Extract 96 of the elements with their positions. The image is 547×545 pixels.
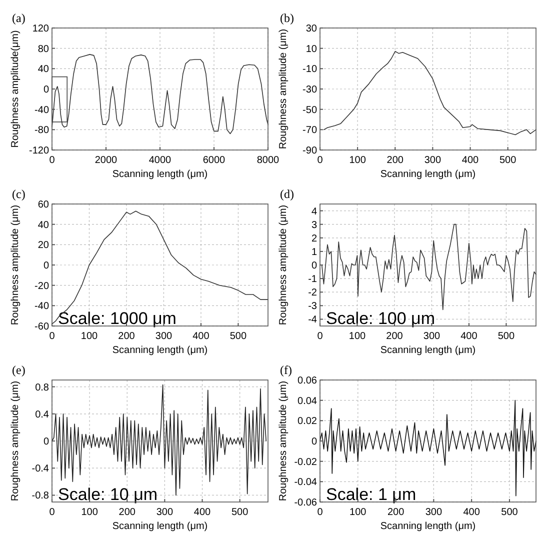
y-tick-label: -1 (308, 274, 318, 286)
y-tick-label: 120 (32, 24, 50, 34)
x-tick-label: 200 (386, 331, 404, 342)
x-tick-label: 400 (194, 507, 212, 518)
x-axis-title: Scanning length (μm) (380, 521, 476, 532)
x-tick-label: 500 (498, 331, 515, 342)
y-tick-label: 0 (43, 260, 50, 272)
y-axis-title: Roughness amplitude (μm) (278, 380, 289, 502)
chart-title: (f) (280, 363, 292, 377)
line-series (52, 54, 268, 134)
y-tick-label: 4 (311, 206, 318, 218)
y-tick-label: -3 (308, 301, 318, 312)
y-tick-label: 0 (43, 84, 50, 96)
y-tick-label: 2 (311, 233, 318, 244)
x-tick-label: 100 (81, 507, 98, 518)
y-tick-label: 10 (306, 44, 318, 55)
y-tick-label: -0.02 (294, 456, 318, 468)
y-tick-label: -40 (34, 104, 50, 116)
chart-title: (b) (280, 11, 294, 25)
y-tick-label: 40 (38, 64, 50, 76)
x-tick-label: 300 (424, 155, 442, 166)
y-tick-label: -20 (34, 280, 50, 292)
annotation: Scale: 10 μm (58, 485, 158, 504)
x-tick-label: 400 (462, 155, 480, 166)
y-tick-label: -90 (302, 146, 318, 156)
line-series (320, 224, 536, 310)
annotation: Scale: 100 μm (326, 309, 436, 328)
x-tick-label: 4000 (148, 155, 172, 166)
x-tick-label: 400 (460, 331, 478, 342)
x-tick-label: 300 (156, 507, 174, 518)
y-tick-label: 1 (311, 246, 318, 258)
x-axis-title: Scanning length (μm) (380, 169, 476, 180)
chart-title: (d) (280, 187, 294, 201)
x-tick-label: 400 (463, 507, 480, 518)
y-axis-title: Roughness amplitude(μm) (10, 30, 21, 148)
x-tick-label: 100 (349, 155, 366, 166)
x-axis-title: Scanning length (μm) (112, 345, 208, 356)
y-tick-label: -10 (302, 64, 318, 76)
chart-title: (e) (12, 363, 26, 377)
y-tick-label: -70 (302, 125, 318, 136)
y-tick-label: -2 (308, 288, 318, 299)
chart-title: (c) (12, 187, 26, 201)
y-tick-label: -30 (302, 84, 318, 96)
x-tick-label: 500 (231, 507, 249, 518)
x-tick-label: 500 (230, 331, 247, 342)
y-tick-label: -40 (34, 301, 50, 312)
y-tick-label: 0.4 (35, 409, 50, 420)
x-tick-label: 8000 (256, 155, 280, 166)
y-tick-label: -60 (34, 322, 50, 332)
y-tick-label: 0.06 (298, 376, 318, 386)
y-tick-label: 20 (38, 240, 50, 252)
y-tick-label: -0.06 (294, 498, 318, 508)
x-tick-label: 2000 (94, 155, 118, 166)
y-tick-label: -0.04 (294, 477, 318, 488)
y-tick-label: 0.8 (35, 382, 50, 394)
y-tick-label: 30 (306, 24, 318, 34)
x-tick-label: 200 (386, 155, 404, 166)
y-tick-label: -0.4 (32, 464, 50, 475)
x-tick-label: 300 (155, 331, 173, 342)
y-axis-title: Roughness amplitude (μm) (278, 28, 289, 150)
y-axis-title: Roughness amplitude (μm) (10, 204, 21, 326)
y-tick-label: 3 (311, 220, 318, 231)
x-tick-label: 100 (348, 331, 366, 342)
y-tick-label: -50 (302, 104, 318, 116)
y-tick-label: -80 (34, 125, 50, 136)
y-tick-label: 0 (43, 436, 50, 448)
y-tick-label: 0 (311, 436, 318, 448)
x-tick-label: 500 (499, 155, 517, 166)
y-tick-label: -0.8 (32, 490, 50, 502)
y-tick-label: 60 (38, 200, 50, 210)
y-axis-title: Roughness amplitude (μm) (10, 380, 21, 502)
x-axis-title: Scanning length (μm) (112, 521, 208, 532)
y-tick-label: 0.02 (298, 416, 318, 428)
y-tick-label: -120 (28, 146, 50, 156)
x-axis-title: Scanning length (μm) (380, 345, 476, 356)
y-tick-label: 0 (311, 260, 318, 272)
x-tick-label: 200 (118, 331, 136, 342)
y-axis-title: Roughness amplitude (μm) (278, 204, 289, 326)
annotation: Scale: 1 μm (326, 485, 416, 504)
chart-title: (a) (12, 11, 26, 25)
x-axis-title: Scanning length (μm) (112, 169, 208, 180)
x-tick-label: 100 (80, 331, 98, 342)
x-tick-label: 400 (192, 331, 210, 342)
y-tick-label: -4 (308, 314, 318, 326)
line-series (323, 50, 536, 136)
y-tick-label: 40 (38, 220, 50, 231)
x-tick-label: 100 (350, 507, 367, 518)
annotation: Scale: 1000 μm (58, 309, 176, 328)
x-tick-label: 6000 (202, 155, 226, 166)
x-tick-label: 200 (387, 507, 405, 518)
y-tick-label: 0.04 (298, 396, 318, 407)
y-tick-label: 80 (38, 44, 50, 55)
x-tick-label: 200 (118, 507, 136, 518)
x-tick-label: 500 (501, 507, 518, 518)
x-tick-label: 300 (423, 331, 441, 342)
x-tick-label: 300 (425, 507, 442, 518)
